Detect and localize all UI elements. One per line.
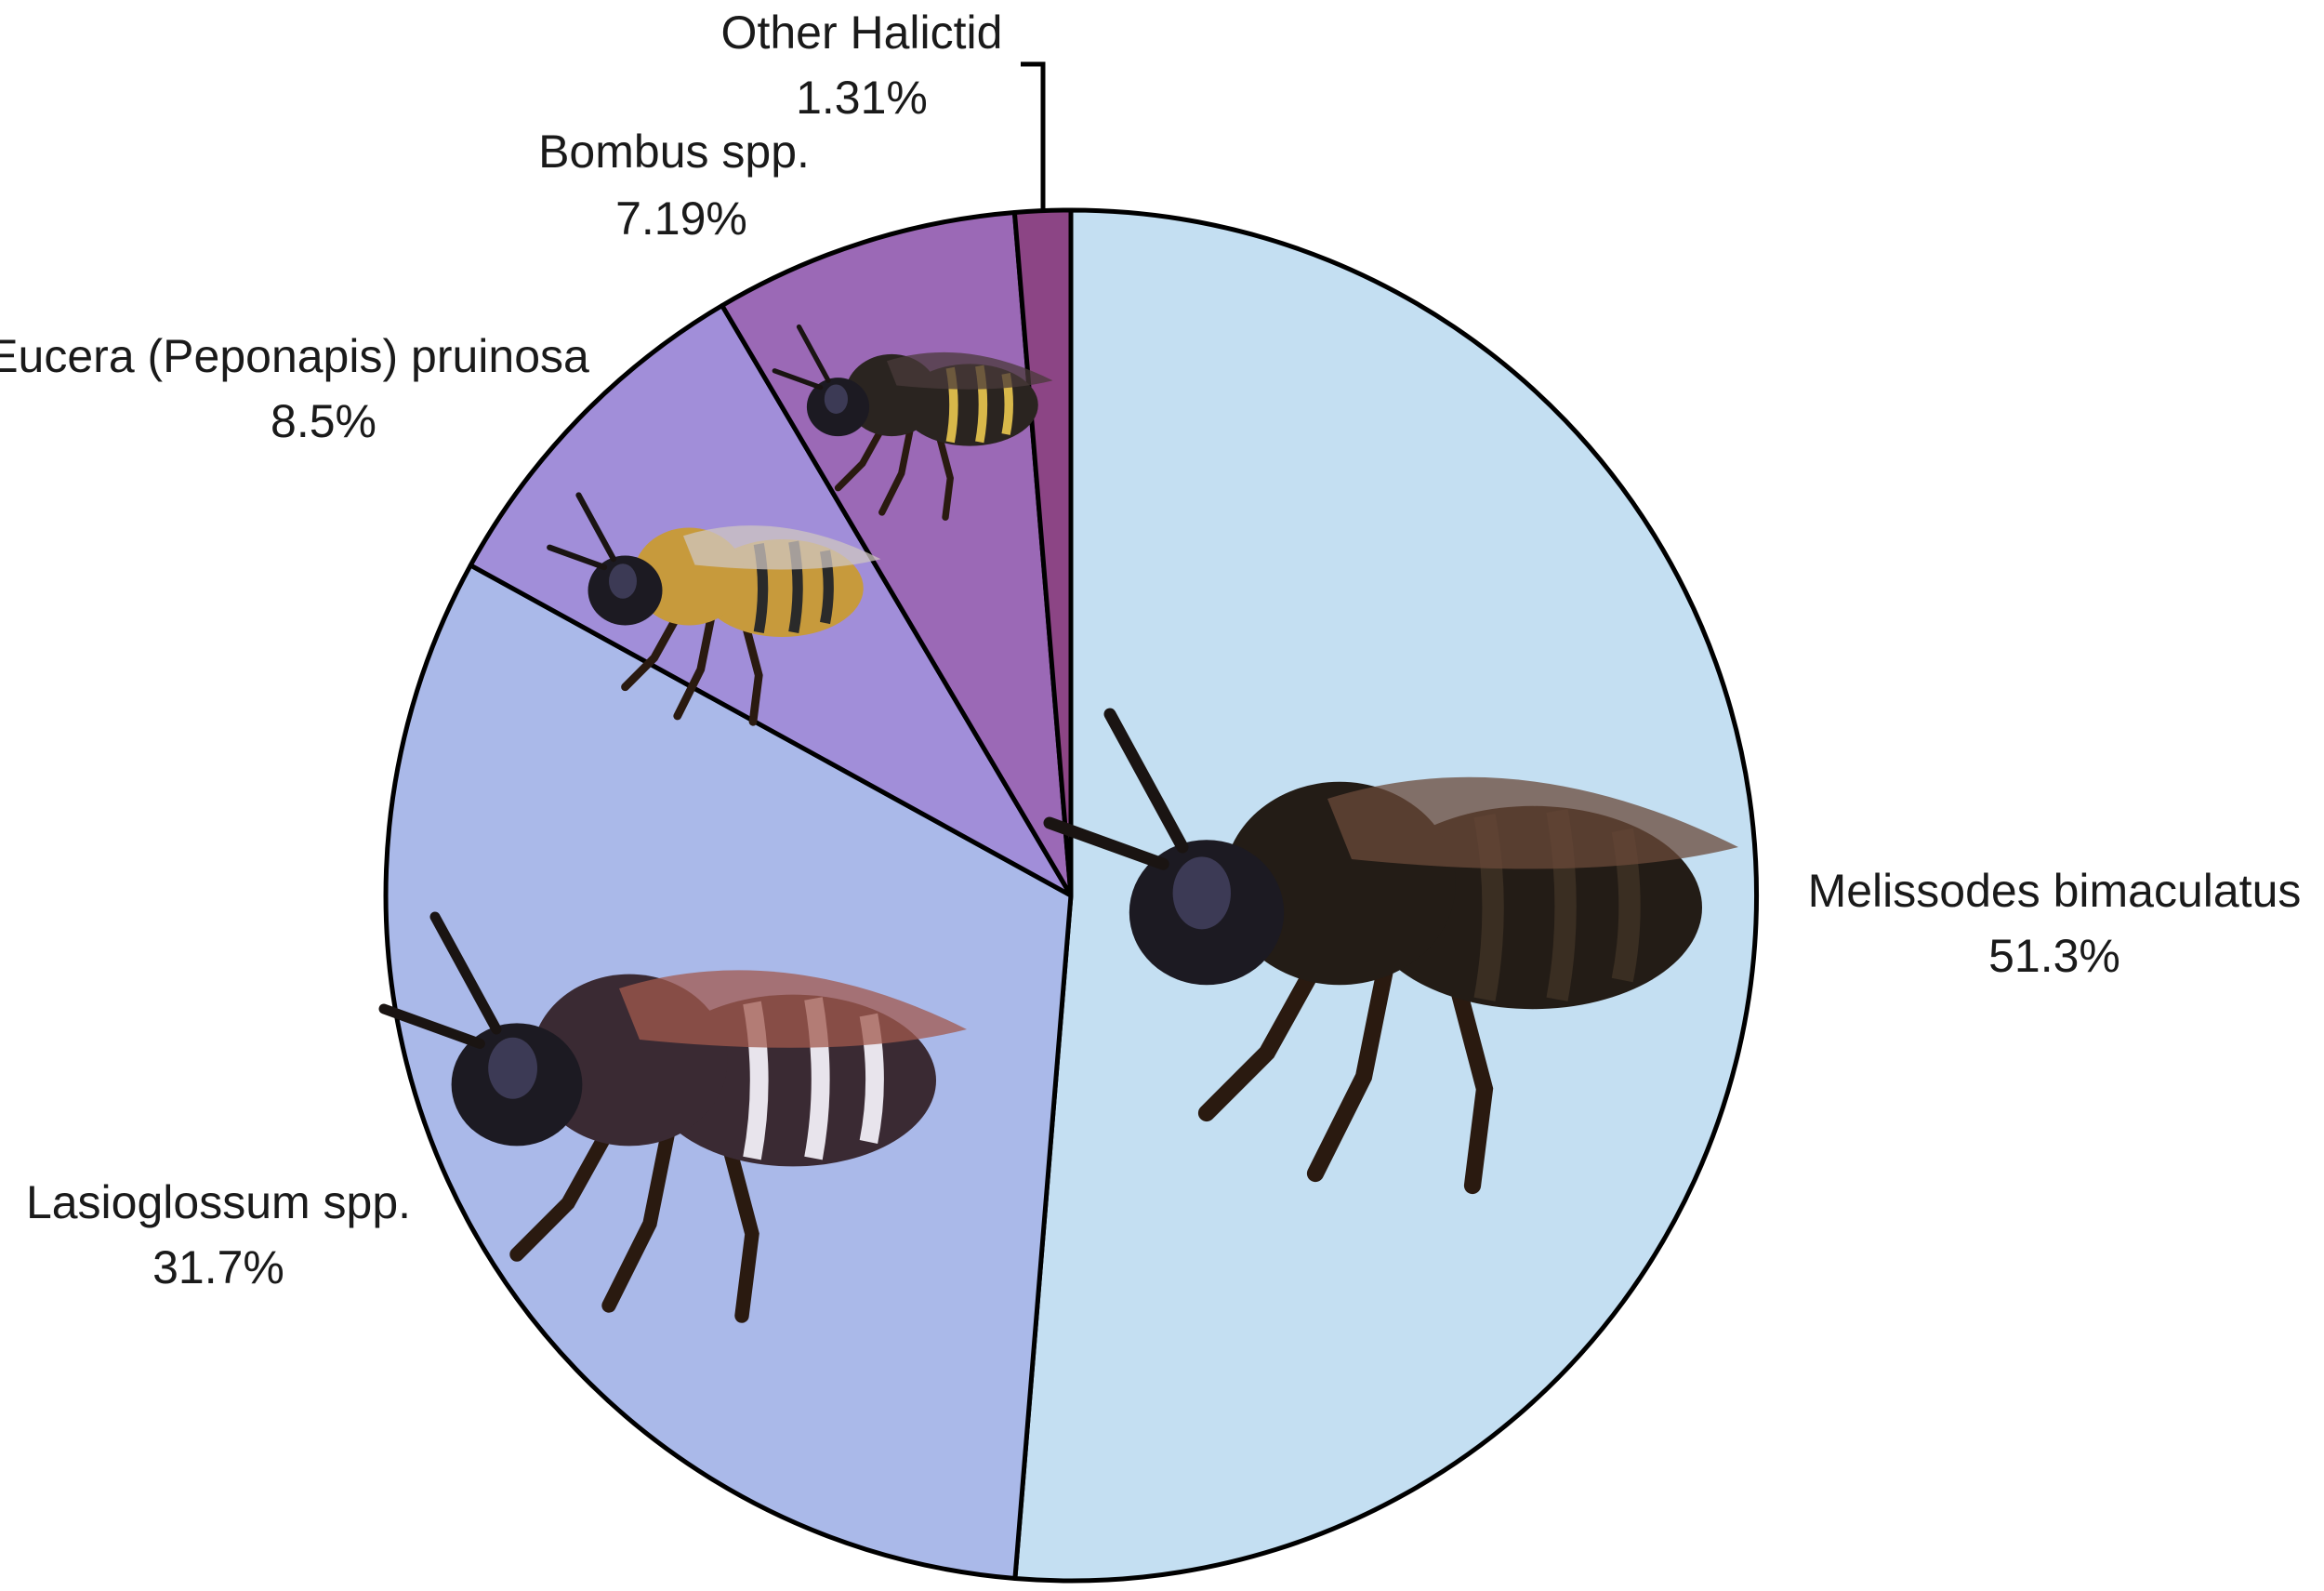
eucera-bee-icon xyxy=(547,492,881,726)
slice-label-eucera: Eucera (Peponapis) pruinosa xyxy=(0,330,589,382)
slice-label-melissodes: Melissodes bimaculatus xyxy=(1808,865,2302,917)
label-melissodes: Melissodes bimaculatus 51.3% xyxy=(1808,865,2302,982)
bee-illustrations xyxy=(378,324,1738,1323)
slice-label-other-halictid: Other Halictid xyxy=(721,7,1003,59)
lasioglossum-bee-icon xyxy=(378,911,967,1323)
slice-value-other-halictid: 1.31% xyxy=(796,72,928,124)
slice-value-bombus: 7.19% xyxy=(615,192,747,245)
slice-label-bombus: Bombus spp. xyxy=(538,126,810,178)
label-other-halictid: Other Halictid 1.31% xyxy=(721,7,1003,124)
label-bombus: Bombus spp. 7.19% xyxy=(538,126,810,245)
bombus-bee-icon xyxy=(772,324,1053,521)
melissodes-bee-icon xyxy=(1043,708,1738,1195)
label-lasioglossum: Lasioglossum spp. 31.7% xyxy=(26,1176,411,1293)
other-halictid-leader-line xyxy=(1021,61,1046,210)
slice-label-lasioglossum: Lasioglossum spp. xyxy=(26,1176,411,1228)
label-eucera: Eucera (Peponapis) pruinosa 8.5% xyxy=(0,330,589,447)
slice-value-eucera: 8.5% xyxy=(271,395,376,447)
slice-value-lasioglossum: 31.7% xyxy=(152,1241,284,1293)
slice-value-melissodes: 51.3% xyxy=(1988,930,2120,982)
